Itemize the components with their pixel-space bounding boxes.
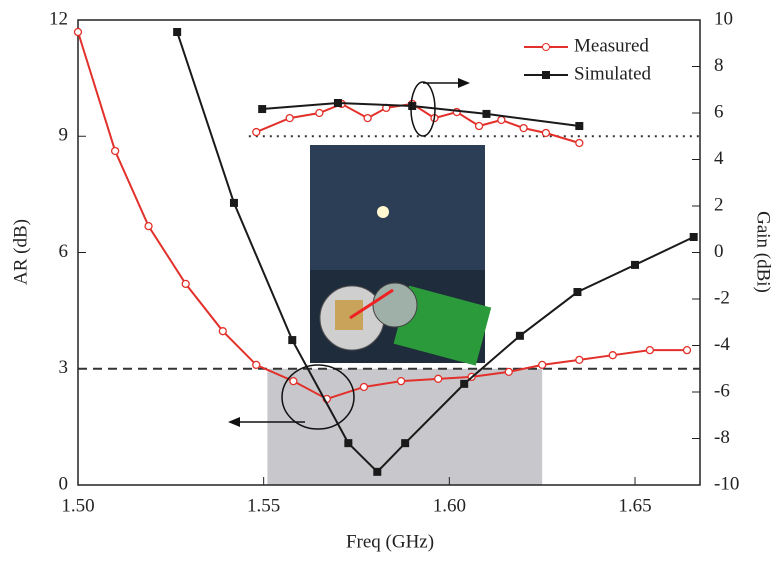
photo-horn: [393, 285, 492, 366]
point: [344, 439, 353, 448]
annotation-arrowhead: [228, 417, 240, 427]
point: [689, 233, 698, 241]
point: [645, 345, 655, 355]
x-tick-label: 1.50: [61, 495, 94, 516]
annotation-arrowhead: [458, 78, 470, 88]
point: [434, 374, 443, 383]
point: [608, 351, 617, 360]
point: [173, 28, 182, 37]
point: [575, 122, 584, 131]
point: [285, 113, 294, 123]
y2-tick-label: -10: [714, 473, 739, 494]
legend-marker: [542, 43, 550, 51]
shaded-region: [267, 368, 543, 485]
point: [460, 379, 469, 388]
point: [229, 198, 238, 207]
photo-horn-face: [372, 282, 418, 328]
point: [396, 376, 406, 386]
y2-tick-label: -8: [714, 427, 730, 448]
point: [315, 108, 324, 118]
y-tick-label: 0: [59, 473, 69, 494]
y2-tick-label: -4: [714, 334, 730, 355]
annotation-ellipse: [281, 364, 355, 430]
y2-tick-label: 0: [714, 241, 724, 262]
point: [631, 260, 640, 269]
y-tick-label: 12: [49, 8, 68, 29]
point: [144, 221, 153, 231]
point: [110, 146, 120, 156]
point: [333, 99, 342, 108]
point: [575, 355, 584, 364]
point: [408, 102, 417, 111]
y2-tick-label: -2: [714, 287, 730, 308]
point: [519, 123, 528, 133]
point: [482, 109, 491, 118]
point: [252, 127, 261, 137]
photo-antenna: [335, 300, 363, 330]
x-tick-label: 1.65: [618, 495, 651, 516]
point: [181, 279, 190, 289]
point: [497, 115, 506, 125]
y2-tick-label: 6: [714, 101, 724, 122]
y2-tick-label: -6: [714, 380, 730, 401]
point: [575, 138, 584, 148]
point: [504, 367, 513, 377]
x-tick-label: 1.55: [247, 495, 280, 516]
y-tick-label: 6: [59, 241, 69, 262]
point: [218, 327, 227, 336]
series-line: [77, 31, 688, 401]
legend-label: Measured: [574, 35, 649, 56]
y2-tick-label: 4: [714, 148, 724, 169]
point: [573, 288, 582, 297]
photo-light: [377, 206, 389, 218]
point: [252, 360, 261, 370]
photo-arrow: [349, 288, 394, 320]
point: [258, 105, 267, 114]
y2-tick-label: 10: [714, 8, 733, 29]
legend-label: Simulated: [574, 63, 652, 84]
point: [682, 345, 692, 355]
annotation-ellipse: [410, 81, 436, 137]
y-tick-label: 3: [59, 357, 69, 378]
legend-marker: [542, 71, 550, 79]
y2-tick-label: 2: [714, 194, 724, 215]
y-axis-label: AR (dB): [10, 219, 31, 285]
point: [515, 331, 524, 340]
point: [474, 121, 484, 131]
x-tick-label: 1.60: [433, 495, 466, 516]
point: [373, 467, 382, 476]
point: [289, 376, 298, 386]
point: [288, 336, 297, 345]
point: [363, 113, 372, 123]
point: [359, 382, 369, 392]
x-axis-label: Freq (GHz): [346, 531, 434, 552]
point: [538, 360, 547, 370]
y2-tick-label: 8: [714, 55, 724, 76]
y2-axis-label: Gain (dBi): [753, 211, 774, 293]
point: [401, 439, 410, 448]
y-tick-label: 9: [59, 125, 69, 146]
point: [541, 128, 551, 138]
point: [73, 27, 83, 37]
